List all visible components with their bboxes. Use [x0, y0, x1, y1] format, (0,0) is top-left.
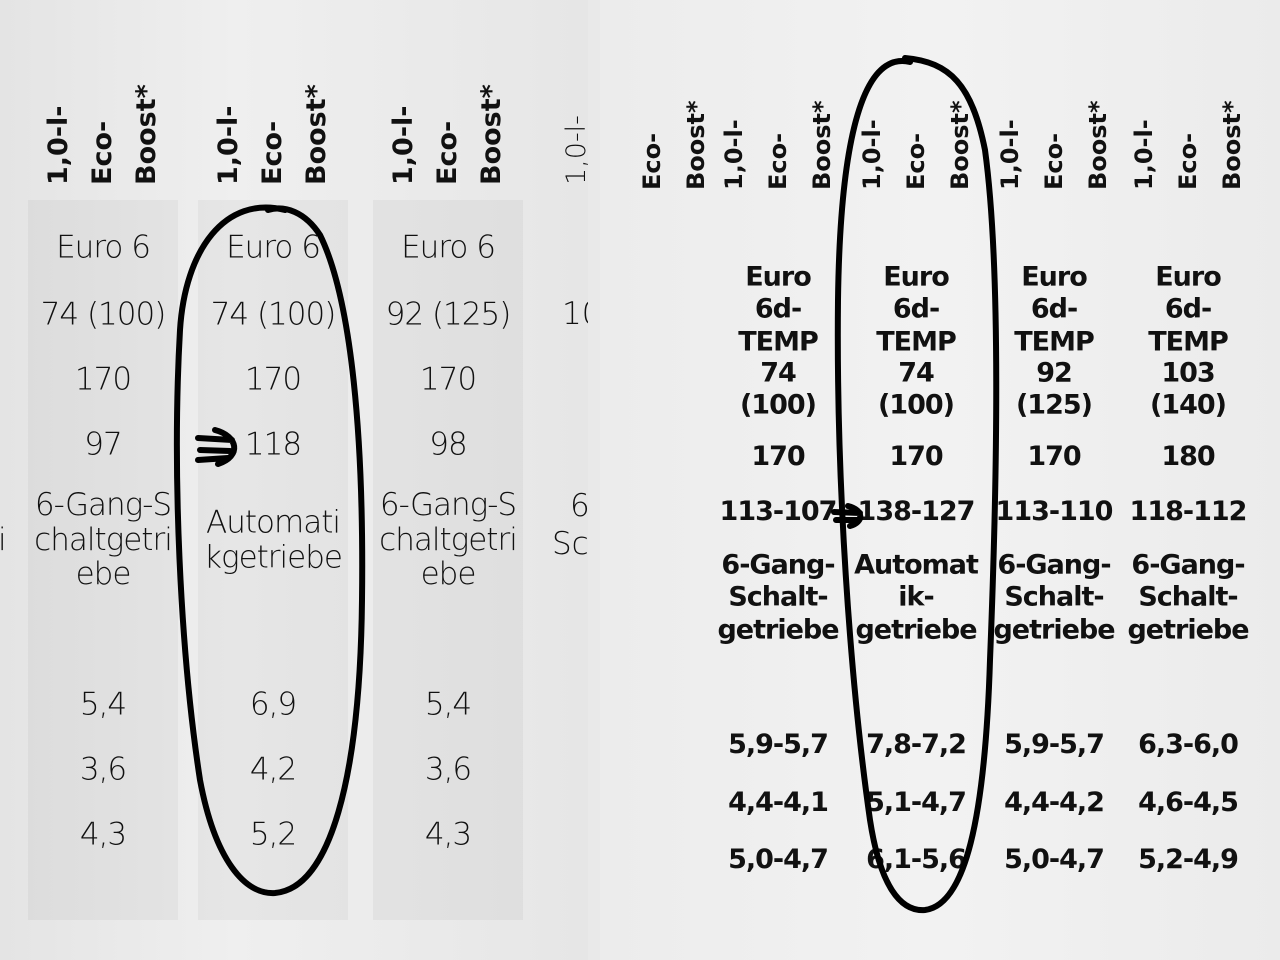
table-cell: Automatik-getriebe: [854, 549, 979, 646]
header-line: Eco-: [638, 132, 666, 190]
table-cell: 4,6-4,5: [1138, 786, 1239, 818]
header-line: 1,0-l-: [213, 105, 244, 186]
table-cell: Euro 6: [226, 229, 321, 266]
column-header: 1,0-l- Eco- Boost*: [1122, 30, 1254, 190]
table-cell: Euro 6d-TEMP: [1014, 261, 1095, 358]
table-cell: 5,0-4,7: [728, 843, 829, 875]
header-line: Eco-: [1040, 132, 1068, 190]
cut-off-text: Sc: [552, 526, 588, 562]
table-cell: 74 (100): [739, 357, 817, 421]
table-cell: 6,3-6,0: [1138, 728, 1239, 760]
table-cell: 5,2: [249, 816, 297, 853]
table-cell: 118-112: [1129, 495, 1248, 527]
table-cell: 4,2: [249, 751, 297, 788]
table-cell: 170: [74, 361, 132, 398]
table-cell: Euro 6: [56, 229, 151, 266]
table-cell: 7,8-7,2: [866, 728, 967, 760]
cut-off-text: 1,0-l-: [561, 115, 588, 185]
table-cell: 74 (100): [40, 296, 167, 333]
table-cell: 113-107: [719, 495, 838, 527]
table-cell: Euro 6: [401, 229, 496, 266]
header-line: Boost*: [1084, 100, 1112, 190]
left-table: 1,0-l- Eco- Boost* Euro 6 74 (100) 170 97 6-Gan…: [0, 0, 588, 960]
header-line: 1,0-l-: [996, 119, 1024, 190]
table-cell: 74 (100): [210, 296, 337, 333]
table-cell: 170: [751, 440, 805, 472]
table-cell: Euro 6d-TEMP: [876, 261, 957, 358]
header-line: Boost*: [808, 100, 836, 190]
table-cell: 5,9-5,7: [1004, 728, 1105, 760]
cut-off-text: 6: [570, 488, 588, 524]
table-cell: 138-127: [857, 495, 976, 527]
table-cell: Euro 6d-TEMP: [738, 261, 819, 358]
header-line: Boost*: [1218, 100, 1246, 190]
header-line: Boost*: [946, 100, 974, 190]
table-cell: 4,4-4,2: [1004, 786, 1105, 818]
table-cell: 92 (125): [385, 296, 512, 333]
table-cell: 6,1-5,6: [866, 843, 967, 875]
table-cell: 98: [429, 426, 467, 463]
table-cell: 118: [244, 426, 302, 463]
header-line: Eco-: [432, 120, 463, 185]
table-cell: 5,4: [79, 686, 127, 723]
table-cell: 6,9: [249, 686, 297, 723]
table-cell: 3,6: [424, 751, 472, 788]
table-cell: 92 (125): [1015, 357, 1093, 421]
cut-off-text: i: [0, 522, 7, 558]
table-cell: Euro 6d-TEMP: [1148, 261, 1229, 358]
table-cell: 5,1-4,7: [866, 786, 967, 818]
header-line: 1,0-l-: [858, 119, 886, 190]
table-cell: 74 (100): [877, 357, 955, 421]
column-header: 1,0-l- Eco- Boost*: [207, 25, 339, 185]
table-cell: Automatikgetriebe: [204, 504, 343, 575]
table-cell: 170: [1027, 440, 1081, 472]
table-cell: 97: [84, 426, 122, 463]
table-cell: 170: [419, 361, 477, 398]
table-cell: 6-Gang-Schaltgetriebe: [34, 486, 173, 593]
table-cell: 6-Gang-Schalt-getriebe: [717, 549, 839, 646]
table-cell: 4,3: [79, 816, 127, 853]
table-cell: 170: [244, 361, 302, 398]
header-line: Boost*: [476, 84, 507, 185]
column-header: 1,0-l- Eco- Boost*: [382, 25, 514, 185]
column-header: 1,0-l- Eco- Boost*: [712, 30, 844, 190]
table-cell: 6-Gang-Schaltgetriebe: [379, 486, 518, 593]
header-line: Eco-: [764, 132, 792, 190]
header-line: Boost*: [301, 84, 332, 185]
right-table: Eco- Boost* 1,0-l- Eco- Boost* Euro 6d-TEMP 74…: [600, 0, 1280, 960]
table-cell: 113-110: [995, 495, 1114, 527]
table-cell: 3,6: [79, 751, 127, 788]
header-line: 1,0-l-: [388, 105, 419, 186]
header-line: Boost*: [131, 84, 162, 185]
table-cell: 5,2-4,9: [1138, 843, 1239, 875]
column-header: 1,0-l- Eco- Boost*: [37, 25, 169, 185]
table-cell: 180: [1161, 440, 1215, 472]
column-header: 1,0-l- Eco- Boost*: [988, 30, 1120, 190]
table-cell: 170: [889, 440, 943, 472]
header-line: 1,0-l-: [43, 105, 74, 186]
table-cell: 4,3: [424, 816, 472, 853]
header-line: Eco-: [902, 132, 930, 190]
table-cell: 5,4: [424, 686, 472, 723]
header-line: 1,0-l-: [1130, 119, 1158, 190]
table-cell: 6-Gang-Schalt-getriebe: [1127, 549, 1249, 646]
table-cell: 6-Gang-Schalt-getriebe: [993, 549, 1115, 646]
header-line: Eco-: [257, 120, 288, 185]
column-header: 1,0-l- Eco- Boost*: [850, 30, 982, 190]
cut-off-text: 10: [562, 296, 588, 332]
header-line: 1,0-l-: [720, 119, 748, 190]
column-header: Eco- Boost*: [630, 30, 718, 190]
header-line: Eco-: [1174, 132, 1202, 190]
table-cell: 5,9-5,7: [728, 728, 829, 760]
table-cell: 103 (140): [1149, 357, 1227, 421]
header-line: Eco-: [87, 120, 118, 185]
table-cell: 4,4-4,1: [728, 786, 829, 818]
table-cell: 5,0-4,7: [1004, 843, 1105, 875]
